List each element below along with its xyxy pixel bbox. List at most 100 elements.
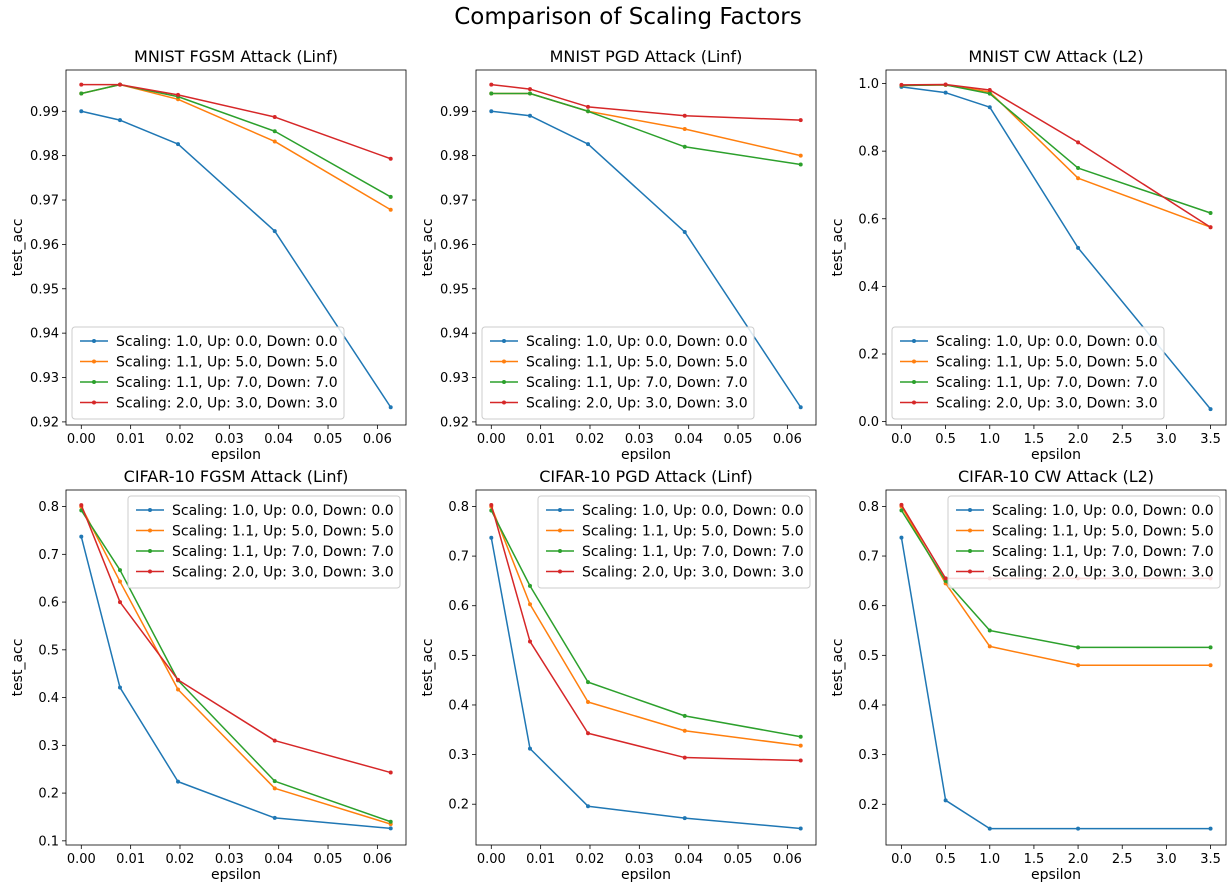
x-axis-label: epsilon: [1031, 447, 1081, 463]
y-tick-label: 0.4: [858, 698, 879, 713]
legend-marker: [148, 508, 152, 512]
data-point: [176, 779, 181, 784]
y-tick-label: 0.8: [38, 500, 59, 515]
x-tick-label: 3.5: [1200, 852, 1221, 867]
x-tick-label: 0.02: [576, 852, 605, 867]
data-point: [527, 639, 532, 644]
legend-label: Scaling: 2.0, Up: 3.0, Down: 3.0: [116, 396, 338, 412]
x-tick-label: 0.03: [625, 852, 654, 867]
legend-marker: [558, 549, 562, 553]
legend-marker: [502, 380, 506, 384]
x-tick-label: 1.5: [1024, 432, 1045, 447]
x-tick-label: 0.03: [215, 852, 244, 867]
data-point: [682, 728, 687, 733]
legend-label: Scaling: 2.0, Up: 3.0, Down: 3.0: [992, 565, 1214, 581]
x-tick-label: 0.06: [363, 852, 392, 867]
subplot-title: MNIST PGD Attack (Linf): [550, 47, 743, 66]
data-point: [987, 644, 992, 649]
subplot-4: CIFAR-10 FGSM Attack (Linf) 0.00 0.01 0.02 0…: [10, 467, 407, 883]
y-tick-label: 0.97: [30, 194, 59, 209]
x-axis-label: epsilon: [1031, 867, 1081, 883]
subplot-title: CIFAR-10 FGSM Attack (Linf): [124, 467, 349, 486]
subplot-title: MNIST FGSM Attack (Linf): [134, 47, 338, 66]
legend-label: Scaling: 1.0, Up: 0.0, Down: 0.0: [992, 503, 1214, 519]
data-point: [272, 139, 277, 144]
legend-label: Scaling: 1.1, Up: 7.0, Down: 7.0: [172, 544, 394, 560]
y-tick-label: 0.8: [448, 500, 469, 515]
legend-marker: [558, 528, 562, 533]
data-point: [527, 746, 532, 751]
y-tick-label: 1.0: [858, 77, 879, 92]
data-point: [682, 144, 687, 149]
y-tick-label: 0.92: [30, 415, 59, 430]
legend-marker: [502, 359, 506, 364]
legend-label: Scaling: 1.1, Up: 7.0, Down: 7.0: [526, 375, 748, 391]
data-point: [943, 90, 948, 95]
legend: Scaling: 1.0, Up: 0.0, Down: 0.0 Scaling:…: [891, 326, 1165, 420]
data-point: [682, 816, 687, 821]
subplot-1: MNIST FGSM Attack (Linf) 0.00 0.01 0.02 0.03…: [10, 47, 407, 463]
data-point: [527, 583, 532, 588]
y-tick-label: 0.7: [858, 550, 879, 565]
x-tick-label: 0.04: [674, 852, 703, 867]
x-tick-label: 0.01: [116, 852, 145, 867]
x-tick-label: 2.0: [1068, 852, 1089, 867]
x-tick-label: 0.04: [674, 432, 703, 447]
data-point: [176, 142, 181, 147]
legend-marker: [912, 400, 916, 405]
y-tick-label: 0.6: [38, 596, 59, 611]
legend-label: Scaling: 1.1, Up: 5.0, Down: 5.0: [936, 355, 1158, 371]
legend: Scaling: 1.0, Up: 0.0, Down: 0.0 Scaling:…: [537, 495, 811, 589]
x-tick-label: 0.00: [67, 852, 96, 867]
axes-frame: [65, 489, 407, 846]
legend-marker: [912, 359, 916, 364]
data-point: [987, 105, 992, 110]
y-tick-label: 0.3: [38, 739, 59, 754]
data-point: [489, 91, 494, 96]
axes-frame: [475, 69, 817, 426]
x-tick-label: 0.03: [215, 432, 244, 447]
data-point: [798, 826, 803, 831]
x-tick-label: 0.02: [166, 852, 195, 867]
data-point: [586, 731, 591, 736]
legend-label: Scaling: 1.1, Up: 7.0, Down: 7.0: [992, 544, 1214, 560]
subplot-5: CIFAR-10 PGD Attack (Linf) 0.00 0.01 0.02 0.…: [420, 467, 817, 883]
legend: Scaling: 1.0, Up: 0.0, Down: 0.0 Scaling:…: [71, 326, 345, 420]
legend-box: [947, 495, 1221, 589]
x-tick-label: 3.0: [1156, 432, 1177, 447]
legend-marker: [968, 569, 972, 574]
data-point: [388, 405, 393, 410]
y-tick-label: 0.93: [440, 371, 469, 386]
x-tick-label: 0.01: [526, 852, 555, 867]
series-line: [81, 83, 392, 198]
data-point: [1208, 211, 1213, 216]
x-tick-label: 0.01: [526, 432, 555, 447]
x-axis-label: epsilon: [621, 447, 671, 463]
data-point: [388, 207, 393, 212]
data-point: [987, 91, 992, 96]
x-tick-label: 0.00: [477, 432, 506, 447]
y-tick-label: 0.2: [858, 798, 879, 813]
legend-marker: [912, 380, 916, 384]
subplot-title: CIFAR-10 CW Attack (L2): [958, 467, 1154, 486]
y-tick-label: 0.97: [440, 194, 469, 209]
legend-marker: [92, 339, 96, 343]
data-point: [1208, 225, 1213, 230]
data-point: [943, 798, 948, 803]
axes-frame: [65, 69, 407, 426]
data-point: [586, 142, 591, 147]
y-tick-label: 0.94: [30, 327, 59, 342]
y-tick-label: 0.6: [448, 599, 469, 614]
y-tick-label: 0.2: [38, 787, 59, 802]
y-tick-label: 0.95: [30, 282, 59, 297]
legend-label: Scaling: 1.0, Up: 0.0, Down: 0.0: [526, 334, 748, 350]
legend-marker: [148, 569, 152, 574]
subplot-3: MNIST CW Attack (L2) 0.0 0.5 1.0 1.5 2.0 2.5 3.…: [830, 47, 1227, 463]
legend-box: [127, 495, 401, 589]
legend-label: Scaling: 2.0, Up: 3.0, Down: 3.0: [172, 565, 394, 581]
data-point: [527, 113, 532, 118]
x-tick-label: 0.04: [264, 852, 293, 867]
y-tick-label: 0.99: [440, 105, 469, 120]
data-point: [899, 82, 904, 87]
x-tick-label: 1.5: [1024, 852, 1045, 867]
